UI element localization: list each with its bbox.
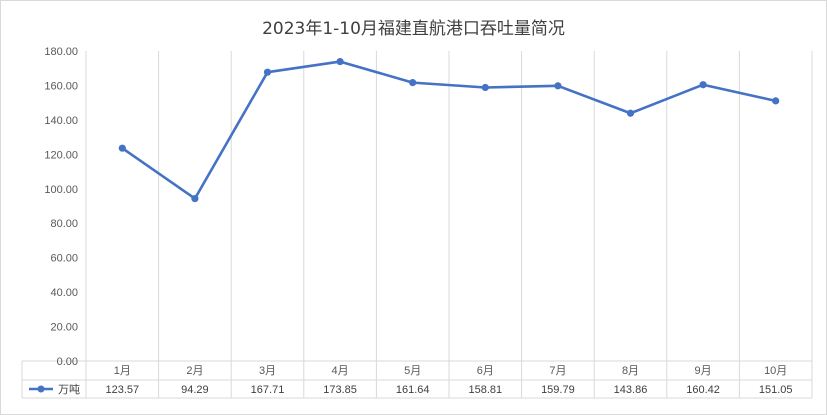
- data-point: [263, 68, 272, 76]
- table-value: 173.85: [323, 384, 357, 396]
- y-tick-label: 160.00: [44, 80, 78, 92]
- table-value: 161.64: [396, 384, 430, 396]
- x-category-label: 5月: [404, 365, 421, 377]
- table-value: 123.57: [105, 384, 139, 396]
- y-tick-label: 40.00: [50, 287, 78, 299]
- table-value: 160.42: [686, 384, 720, 396]
- y-tick-label: 80.00: [50, 218, 78, 230]
- x-category-label: 9月: [695, 365, 712, 377]
- table-value: 143.86: [614, 384, 648, 396]
- data-point: [118, 144, 126, 152]
- y-tick-label: 20.00: [50, 322, 78, 334]
- x-category-label: 2月: [186, 365, 203, 377]
- table-value: 158.81: [468, 384, 502, 396]
- data-point: [626, 109, 635, 117]
- data-point: [191, 195, 199, 203]
- x-category-label: 6月: [477, 365, 494, 377]
- data-point: [336, 57, 344, 66]
- data-point: [772, 97, 780, 105]
- data-point: [554, 82, 562, 90]
- table-value: 151.05: [759, 384, 793, 396]
- y-tick-label: 120.00: [44, 149, 78, 161]
- y-tick-label: 140.00: [44, 115, 78, 127]
- x-category-label: 3月: [259, 365, 276, 377]
- y-tick-label: 60.00: [50, 253, 78, 265]
- table-value: 159.79: [541, 384, 575, 396]
- legend-marker: [37, 385, 45, 393]
- x-category-label: 8月: [622, 365, 639, 377]
- x-category-label: 4月: [332, 365, 349, 377]
- legend-label: 万吨: [58, 383, 80, 396]
- x-category-label: 7月: [549, 365, 566, 377]
- chart-title: 2023年1-10月福建直航港口吞吐量简况: [262, 19, 565, 39]
- data-point: [481, 83, 489, 92]
- y-tick-label: 180.00: [44, 46, 78, 58]
- table-value: 94.29: [181, 384, 209, 396]
- x-category-label: 10月: [764, 365, 787, 377]
- x-category-label: 1月: [114, 365, 131, 377]
- table-value: 167.71: [251, 384, 285, 396]
- series-line: [121, 60, 778, 200]
- data-point: [699, 81, 707, 89]
- data-point: [409, 79, 417, 87]
- y-tick-label: 100.00: [44, 184, 78, 196]
- y-tick-label: 0.00: [57, 356, 78, 368]
